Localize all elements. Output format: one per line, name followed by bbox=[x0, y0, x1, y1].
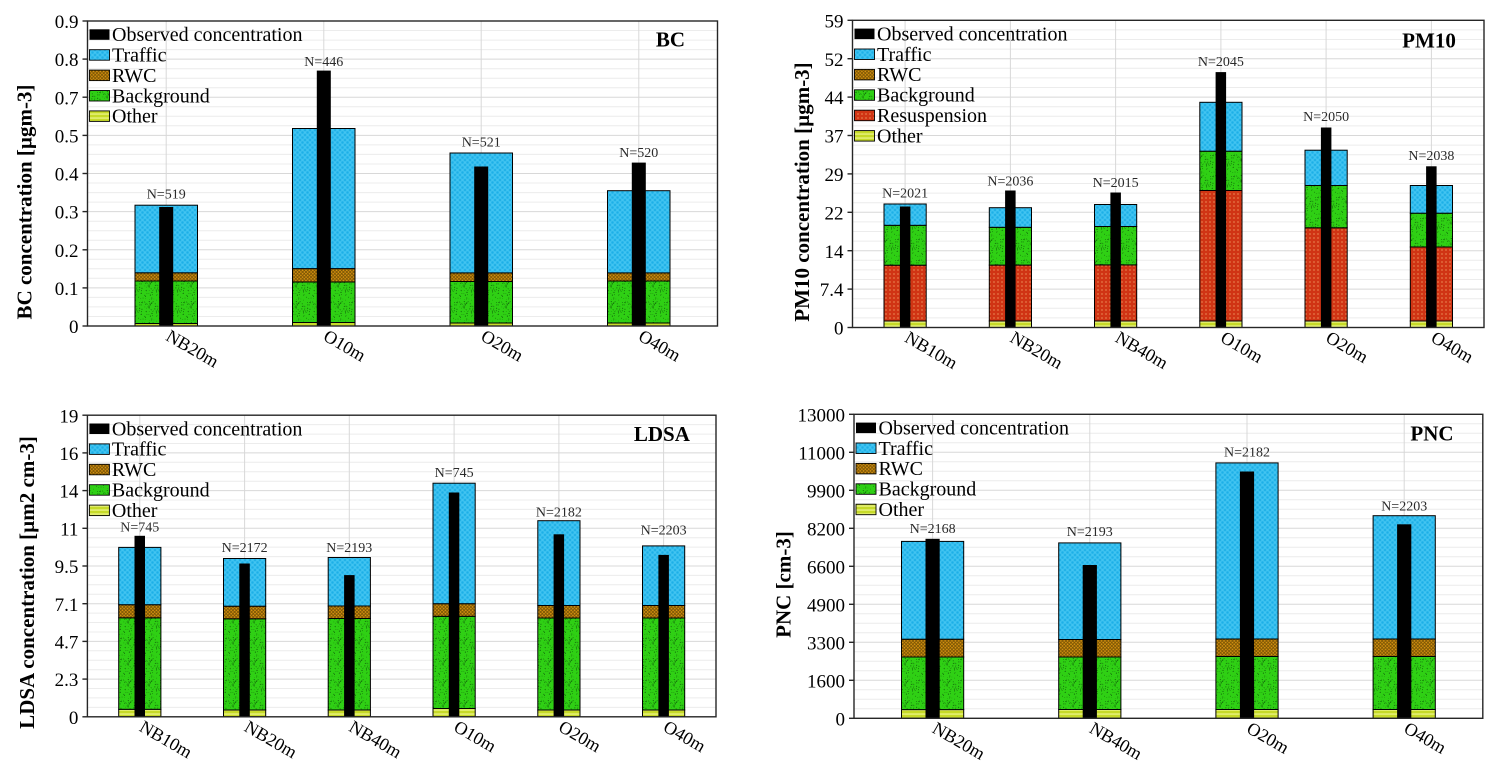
svg-text:29: 29 bbox=[825, 165, 844, 186]
svg-text:N=2050: N=2050 bbox=[1303, 110, 1349, 125]
svg-text:Background: Background bbox=[877, 85, 975, 107]
svg-text:0: 0 bbox=[836, 709, 846, 730]
svg-text:13000: 13000 bbox=[798, 405, 846, 426]
svg-text:N=446: N=446 bbox=[304, 55, 343, 70]
svg-text:N=2015: N=2015 bbox=[1093, 176, 1139, 191]
svg-text:BC: BC bbox=[656, 27, 685, 51]
svg-text:N=2182: N=2182 bbox=[536, 505, 582, 520]
svg-text:Background: Background bbox=[112, 85, 210, 107]
svg-text:0.7: 0.7 bbox=[55, 88, 79, 109]
svg-text:RWC: RWC bbox=[879, 458, 923, 480]
svg-text:19: 19 bbox=[59, 406, 78, 427]
svg-text:37: 37 bbox=[825, 127, 844, 148]
svg-text:14: 14 bbox=[59, 482, 79, 503]
svg-text:RWC: RWC bbox=[112, 459, 156, 481]
svg-text:PM10 concentration [µgm-3]: PM10 concentration [µgm-3] bbox=[790, 62, 814, 321]
svg-text:0: 0 bbox=[69, 708, 79, 729]
svg-text:0: 0 bbox=[834, 319, 844, 340]
svg-text:22: 22 bbox=[825, 203, 844, 224]
svg-text:Observed concentration: Observed concentration bbox=[877, 23, 1067, 45]
svg-text:Other: Other bbox=[877, 125, 923, 147]
svg-text:N=520: N=520 bbox=[619, 146, 658, 161]
svg-text:BC concentration [µgm-3]: BC concentration [µgm-3] bbox=[13, 85, 37, 320]
svg-text:6600: 6600 bbox=[807, 557, 845, 578]
svg-text:N=2193: N=2193 bbox=[1067, 525, 1113, 540]
svg-text:0.5: 0.5 bbox=[55, 126, 79, 147]
svg-text:Resuspension: Resuspension bbox=[877, 105, 987, 127]
svg-text:52: 52 bbox=[825, 50, 844, 71]
svg-text:N=519: N=519 bbox=[147, 187, 186, 202]
svg-text:0: 0 bbox=[69, 317, 79, 338]
svg-text:Other: Other bbox=[879, 499, 925, 521]
svg-text:Traffic: Traffic bbox=[112, 44, 167, 66]
svg-text:4900: 4900 bbox=[807, 595, 845, 616]
svg-text:Background: Background bbox=[112, 479, 210, 501]
svg-text:PM10: PM10 bbox=[1402, 28, 1456, 52]
svg-text:4.7: 4.7 bbox=[55, 632, 79, 653]
svg-text:Other: Other bbox=[112, 106, 158, 128]
svg-text:0.9: 0.9 bbox=[55, 12, 79, 33]
svg-text:N=2168: N=2168 bbox=[910, 522, 956, 537]
svg-text:N=2203: N=2203 bbox=[641, 523, 687, 538]
svg-text:7.4: 7.4 bbox=[820, 280, 844, 301]
svg-text:N=745: N=745 bbox=[120, 520, 159, 535]
svg-text:Observed concentration: Observed concentration bbox=[112, 24, 302, 46]
svg-text:RWC: RWC bbox=[877, 64, 921, 86]
svg-text:N=2203: N=2203 bbox=[1381, 499, 1427, 514]
svg-text:0.4: 0.4 bbox=[55, 165, 79, 186]
svg-text:44: 44 bbox=[825, 88, 845, 109]
svg-text:PNC [cm-3]: PNC [cm-3] bbox=[772, 531, 796, 638]
svg-text:Traffic: Traffic bbox=[879, 438, 934, 460]
svg-text:0.1: 0.1 bbox=[55, 279, 79, 300]
svg-text:14: 14 bbox=[825, 242, 845, 263]
svg-text:16: 16 bbox=[59, 444, 78, 465]
svg-text:2.3: 2.3 bbox=[55, 670, 79, 691]
svg-text:Other: Other bbox=[112, 500, 158, 522]
svg-text:Traffic: Traffic bbox=[112, 439, 167, 461]
svg-text:N=2036: N=2036 bbox=[987, 174, 1033, 189]
svg-text:LDSA: LDSA bbox=[634, 422, 691, 446]
svg-text:0.8: 0.8 bbox=[55, 50, 79, 71]
svg-text:3300: 3300 bbox=[807, 633, 845, 654]
svg-text:N=521: N=521 bbox=[462, 135, 501, 150]
svg-text:N=2045: N=2045 bbox=[1198, 55, 1244, 70]
svg-text:Background: Background bbox=[879, 479, 977, 501]
svg-text:PNC: PNC bbox=[1410, 421, 1453, 445]
svg-text:Observed concentration: Observed concentration bbox=[879, 417, 1069, 439]
svg-text:N=2021: N=2021 bbox=[882, 186, 928, 201]
svg-text:LDSA concentration [µm2 cm-3]: LDSA concentration [µm2 cm-3] bbox=[15, 436, 39, 729]
svg-text:Traffic: Traffic bbox=[877, 44, 932, 66]
svg-text:N=2038: N=2038 bbox=[1408, 149, 1454, 164]
svg-text:N=745: N=745 bbox=[435, 466, 474, 481]
svg-text:N=2193: N=2193 bbox=[326, 541, 372, 556]
svg-text:7.1: 7.1 bbox=[55, 595, 79, 616]
svg-text:RWC: RWC bbox=[112, 65, 156, 87]
svg-text:Observed concentration: Observed concentration bbox=[112, 418, 302, 440]
svg-text:1600: 1600 bbox=[807, 671, 845, 692]
svg-text:9.5: 9.5 bbox=[55, 557, 79, 578]
svg-text:0.3: 0.3 bbox=[55, 203, 79, 224]
svg-text:59: 59 bbox=[825, 11, 844, 32]
svg-text:11: 11 bbox=[60, 519, 78, 540]
svg-text:8200: 8200 bbox=[807, 519, 845, 540]
svg-text:9900: 9900 bbox=[807, 481, 845, 502]
svg-text:0.2: 0.2 bbox=[55, 241, 79, 262]
svg-text:N=2172: N=2172 bbox=[222, 541, 268, 556]
svg-text:11000: 11000 bbox=[798, 443, 845, 464]
svg-text:N=2182: N=2182 bbox=[1224, 445, 1270, 460]
